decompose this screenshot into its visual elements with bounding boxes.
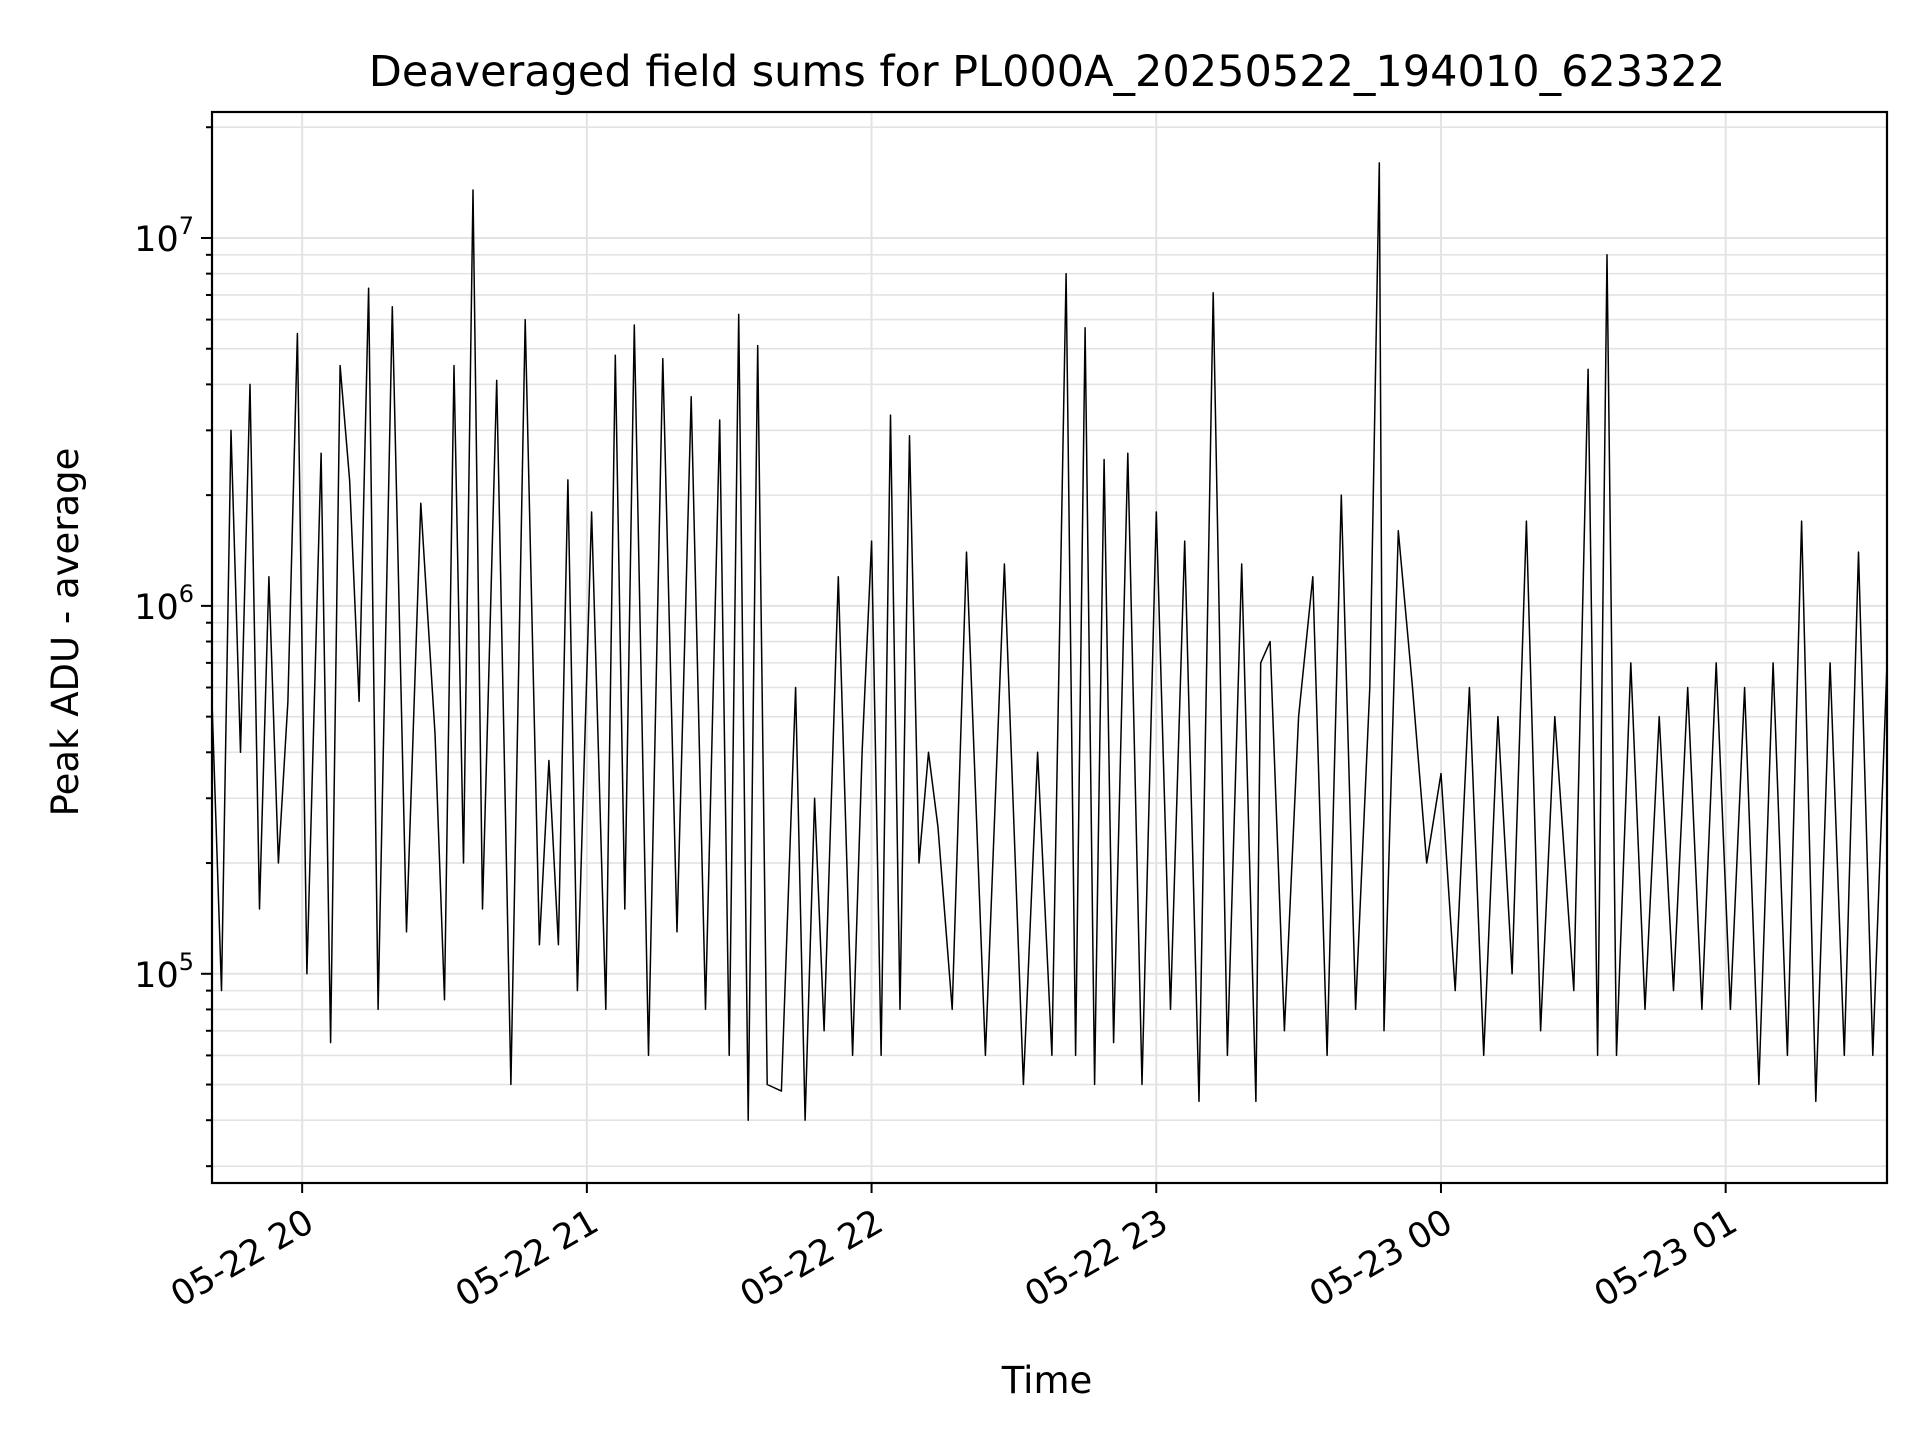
y-tick-label: 107: [134, 212, 194, 260]
chart-title: Deaveraged field sums for PL000A_2025052…: [369, 47, 1725, 97]
y-tick-label: 106: [134, 580, 194, 628]
series-layer: [211, 162, 1888, 1121]
series-line: [211, 162, 1888, 1121]
y-axis: 105 106 107: [134, 126, 212, 1168]
x-axis-label: Time: [1001, 1359, 1093, 1402]
y-axis-label: Peak ADU - average: [44, 448, 87, 817]
plot-frame: [210, 110, 1889, 1185]
y-tick-label: 105: [134, 948, 194, 996]
